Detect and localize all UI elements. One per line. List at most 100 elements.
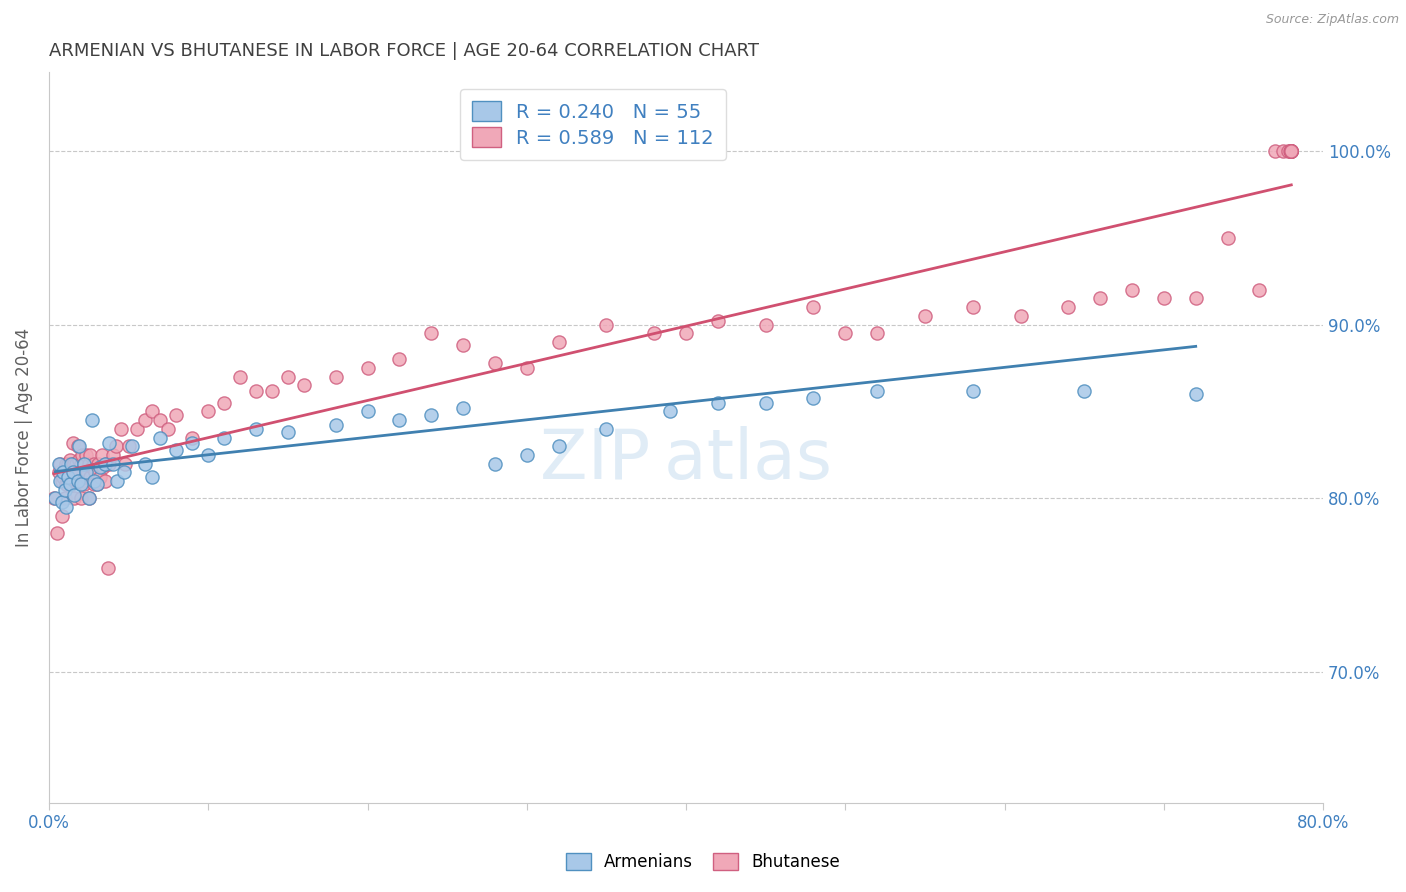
Point [707,314,730,328]
Point [110,422,132,436]
Point [87,457,110,471]
Point [149,413,172,427]
Point [595,318,617,332]
Point [62,457,84,471]
Point [1153,292,1175,306]
Point [75,465,97,479]
Point [484,457,506,471]
Point [1057,300,1080,314]
Point [53,491,76,506]
Legend: Armenians, Bhutanese: Armenians, Bhutanese [557,845,849,880]
Point [962,300,984,314]
Point [48,465,70,479]
Point [134,457,156,471]
Point [59,477,82,491]
Point [73,477,96,491]
Point [96,457,118,471]
Point [67,439,90,453]
Point [1216,230,1239,244]
Point [451,338,474,352]
Point [89,460,111,475]
Point [84,465,107,479]
Point [1249,283,1271,297]
Point [60,477,83,491]
Point [79,470,101,484]
Point [292,378,315,392]
Point [75,448,97,462]
Point [141,404,163,418]
Point [63,488,86,502]
Point [388,352,411,367]
Point [1277,144,1299,158]
Point [69,477,91,491]
Point [66,439,89,453]
Point [1184,387,1206,401]
Point [83,474,105,488]
Point [547,439,569,453]
Point [63,491,86,506]
Point [51,474,73,488]
Point [44,491,66,506]
Point [86,477,108,491]
Point [803,391,825,405]
Point [93,457,115,471]
Point [1279,144,1302,158]
Point [114,457,136,471]
Point [1279,144,1302,158]
Point [595,422,617,436]
Point [659,404,682,418]
Point [1279,144,1302,158]
Point [55,457,77,471]
Point [67,453,90,467]
Point [866,384,889,398]
Point [1279,144,1302,158]
Point [107,474,129,488]
Point [165,408,187,422]
Point [98,435,121,450]
Point [834,326,856,341]
Point [914,309,936,323]
Point [388,413,411,427]
Point [245,384,267,398]
Point [1010,309,1032,323]
Point [1279,144,1302,158]
Point [73,457,96,471]
Point [45,526,67,541]
Legend: R = 0.240   N = 55, R = 0.589   N = 112: R = 0.240 N = 55, R = 0.589 N = 112 [460,89,725,160]
Point [77,457,100,471]
Point [52,470,75,484]
Point [53,483,76,497]
Point [76,465,98,479]
Point [962,384,984,398]
Point [104,439,127,453]
Point [63,457,86,471]
Point [80,460,103,475]
Point [212,396,235,410]
Point [101,448,124,462]
Point [197,404,219,418]
Point [420,408,443,422]
Point [1272,144,1295,158]
Text: ZIP atlas: ZIP atlas [540,425,832,493]
Point [325,369,347,384]
Point [229,369,252,384]
Point [1279,144,1302,158]
Point [356,361,378,376]
Point [42,491,65,506]
Point [56,457,79,471]
Point [277,369,299,384]
Point [125,422,148,436]
Point [83,457,105,471]
Point [72,448,94,462]
Point [547,334,569,349]
Point [675,326,697,341]
Point [55,500,77,514]
Point [91,460,114,475]
Point [69,457,91,471]
Text: ARMENIAN VS BHUTANESE IN LABOR FORCE | AGE 20-64 CORRELATION CHART: ARMENIAN VS BHUTANESE IN LABOR FORCE | A… [49,42,759,60]
Point [66,465,89,479]
Point [245,422,267,436]
Point [755,396,778,410]
Point [80,413,103,427]
Point [65,457,87,471]
